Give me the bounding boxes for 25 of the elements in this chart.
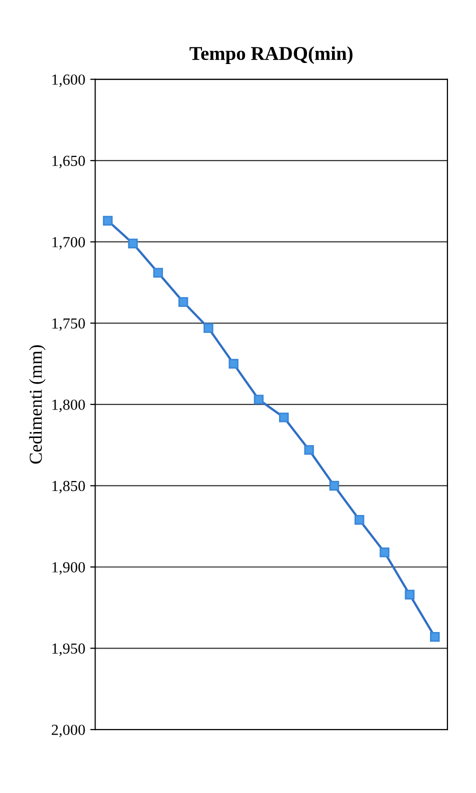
- y-tick-label: 1,600: [52, 74, 85, 87]
- point: [329, 480, 340, 491]
- point: [380, 548, 390, 558]
- point: [304, 445, 314, 455]
- point: [430, 632, 440, 642]
- point: [404, 590, 415, 600]
- point: [254, 394, 264, 404]
- y-tick-label: 1,850: [52, 480, 85, 494]
- y-tick-label: 1,900: [52, 562, 85, 575]
- y-tick-label: 1,700: [52, 237, 85, 250]
- y-axis-title: Cedimenti (mm): [29, 345, 46, 464]
- chart-title: Tempo RADQ(min): [190, 46, 352, 64]
- point: [153, 268, 163, 278]
- point: [102, 216, 113, 226]
- y-tick-label: 1,950: [52, 643, 85, 656]
- point: [228, 358, 238, 369]
- y-tick-label: 1,800: [52, 400, 85, 412]
- point: [178, 297, 188, 307]
- point: [354, 514, 364, 525]
- point: [204, 323, 214, 333]
- point: [128, 238, 138, 248]
- point: [279, 412, 289, 422]
- y-tick-label: 1,750: [52, 318, 85, 331]
- y-tick-label: 1,650: [52, 156, 85, 168]
- y-tick-label: 2,000: [52, 724, 85, 738]
